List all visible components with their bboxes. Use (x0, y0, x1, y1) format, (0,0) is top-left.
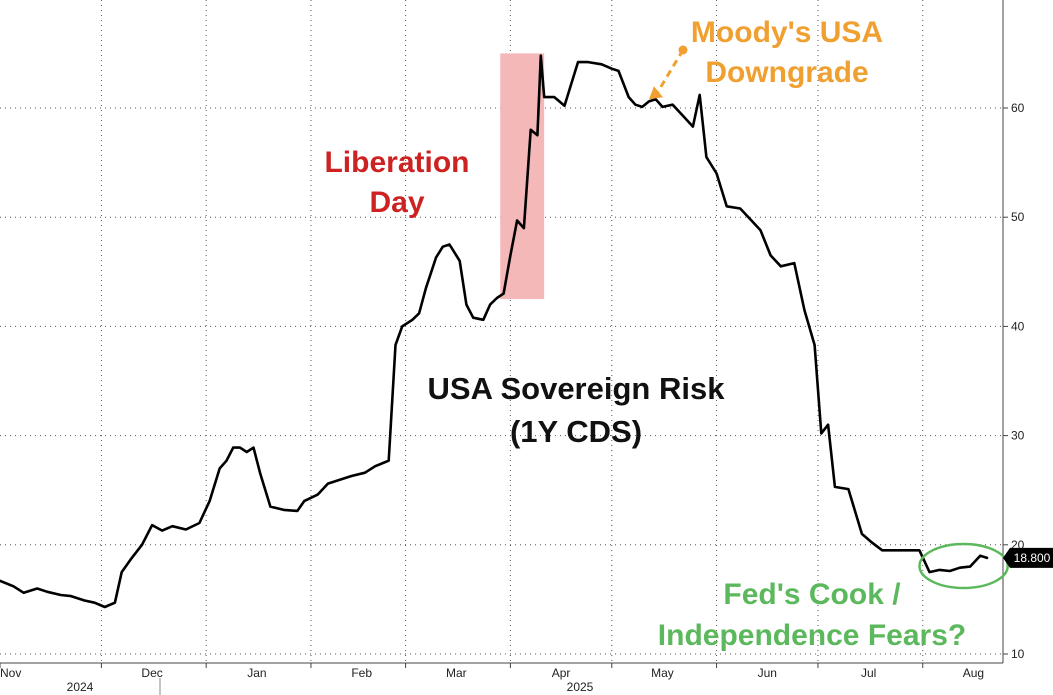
y-tick-label: 10 (1011, 647, 1025, 661)
moodys-arrow-head (648, 86, 663, 100)
x-tick-layer: Nov Dec Jan Feb Mar Apr May Jun Jul Aug (0, 663, 984, 680)
x-tick-label: Dec (141, 666, 162, 680)
last-value-label: 18.800 (1014, 551, 1051, 565)
x-tick-label: Feb (351, 666, 372, 680)
fed-cook-label: Fed's Cook / (723, 578, 901, 611)
annotation-layer: Liberation Day Moody's USA Downgrade Fed's C… (324, 16, 1009, 652)
x-tick-label: Mar (446, 666, 467, 680)
series-layer (0, 54, 989, 609)
fed-cook-circle (918, 542, 1009, 590)
x-tick-label: Aug (963, 666, 984, 680)
x-tick-label: Jun (758, 666, 777, 680)
liberation-day-label: Liberation (324, 146, 469, 179)
chart-subtitle: (1Y CDS) (510, 414, 642, 449)
series-line (0, 54, 989, 609)
x-tick-label: Jul (861, 666, 876, 680)
y-tick-label: 30 (1011, 429, 1025, 443)
x-tick-label: Jan (247, 666, 266, 680)
liberation-day-band (500, 53, 545, 300)
chart-title: USA Sovereign Risk (428, 371, 726, 406)
year-label-2025: 2025 (567, 680, 594, 694)
liberation-day-label: Day (369, 186, 424, 219)
x-tick-label: May (651, 666, 674, 680)
x-tick-label: Apr (552, 666, 571, 680)
grid (0, 0, 1003, 663)
y-tick-label: 60 (1011, 101, 1025, 115)
moodys-arrow-line (655, 49, 685, 95)
fed-cook-label: Independence Fears? (658, 619, 966, 652)
y-tick-label: 50 (1011, 210, 1025, 224)
axes (0, 0, 1004, 695)
annotation-band-layer (500, 53, 545, 300)
last-value-tag: 18.800 (1003, 547, 1053, 568)
last-value-box (1003, 547, 1053, 568)
moodys-downgrade-label: Moody's USA (691, 16, 883, 49)
y-tick-label: 40 (1011, 319, 1025, 333)
year-label-2024: 2024 (67, 680, 94, 694)
x-tick-label: Nov (0, 666, 21, 680)
moodys-downgrade-label: Downgrade (705, 56, 868, 89)
